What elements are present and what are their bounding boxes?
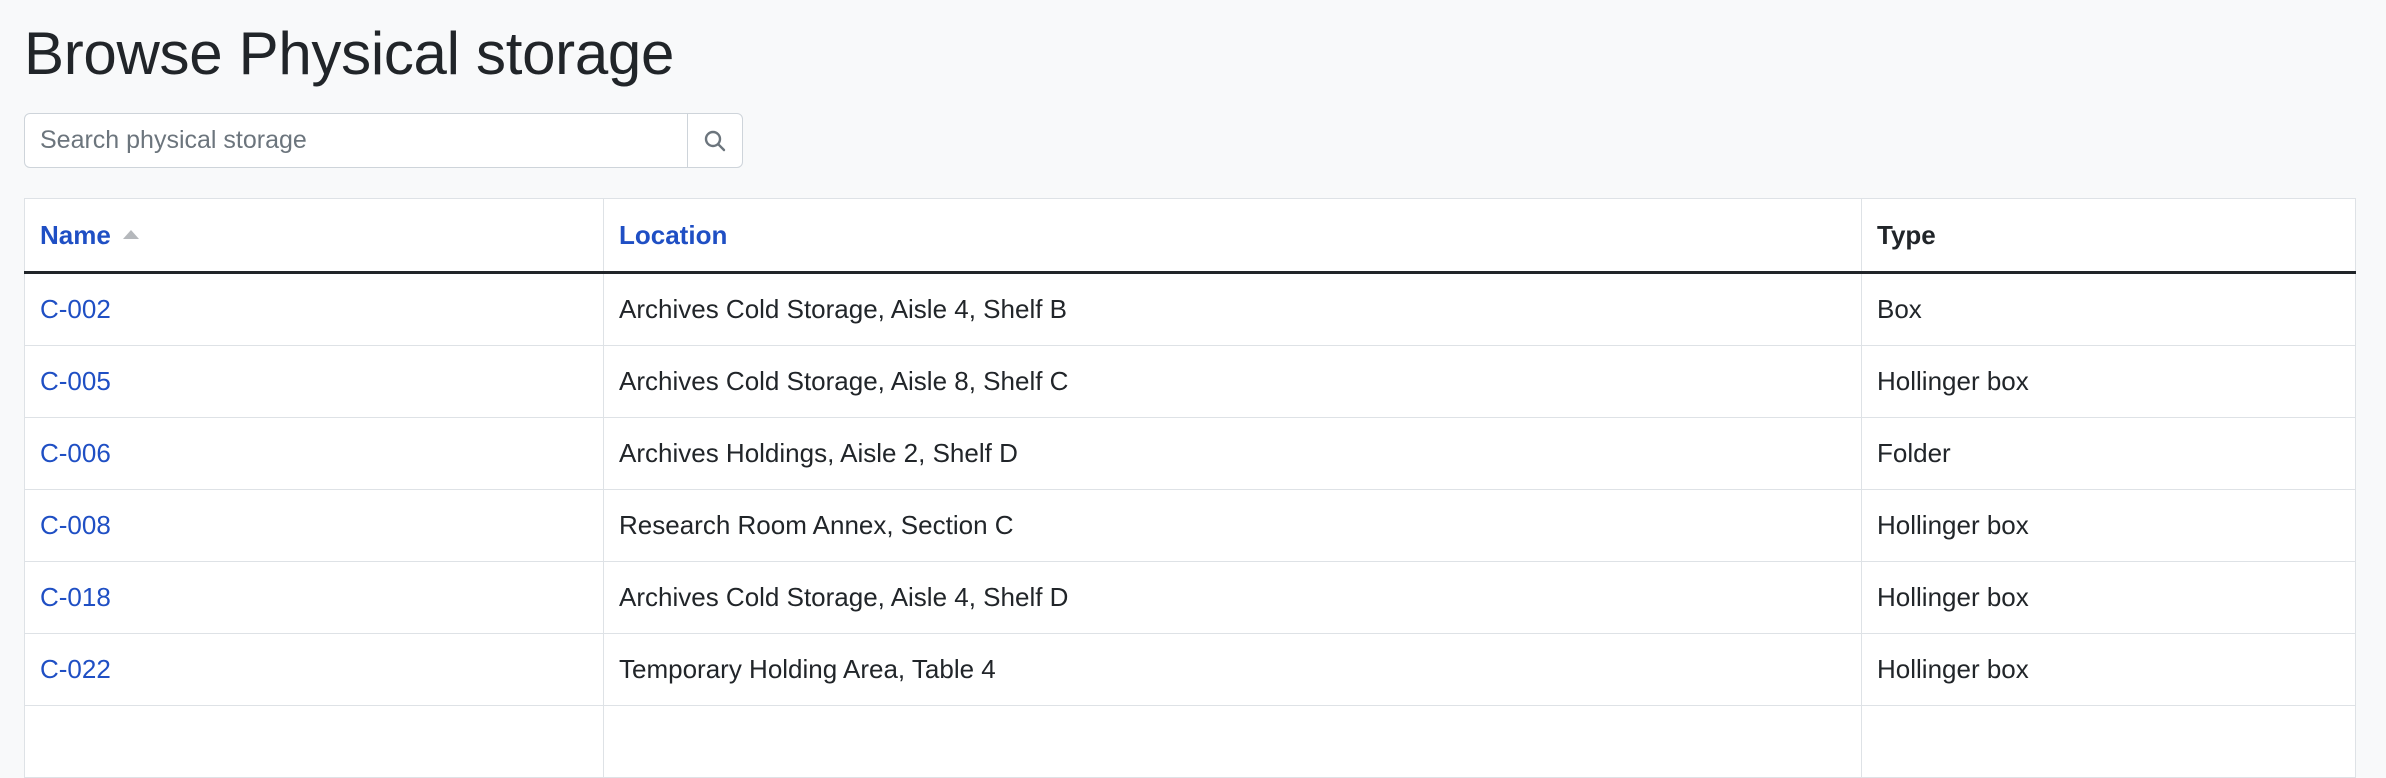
storage-name-link[interactable]: C-022: [40, 654, 111, 684]
storage-table: Name Location Type C-002 Archives Cold St…: [24, 198, 2356, 778]
column-header-location[interactable]: Location: [603, 198, 1862, 274]
cell-type: Folder: [1861, 417, 2356, 490]
table-row: C-002 Archives Cold Storage, Aisle 4, She…: [24, 272, 2356, 346]
cell-name: C-005: [24, 345, 604, 418]
table-row: [24, 705, 2356, 778]
cell-name: C-008: [24, 489, 604, 562]
column-header-name[interactable]: Name: [24, 198, 604, 274]
search-form: [24, 113, 743, 168]
cell-type: Hollinger box: [1861, 561, 2356, 634]
storage-name-link[interactable]: C-008: [40, 510, 111, 540]
cell-name: [24, 705, 604, 778]
cell-type: Hollinger box: [1861, 633, 2356, 706]
search-button[interactable]: [687, 114, 742, 167]
column-header-type: Type: [1861, 198, 2356, 274]
cell-type: [1861, 705, 2356, 778]
sort-ascending-icon: [122, 230, 139, 240]
cell-location: Archives Cold Storage, Aisle 8, Shelf C: [603, 345, 1862, 418]
cell-name: C-018: [24, 561, 604, 634]
sort-by-location-link[interactable]: Location: [619, 219, 728, 250]
page-title: Browse Physical storage: [24, 20, 675, 87]
search-icon: [704, 130, 726, 151]
storage-name-link[interactable]: C-002: [40, 294, 111, 324]
storage-name-link[interactable]: C-018: [40, 582, 111, 612]
cell-name: C-022: [24, 633, 604, 706]
table-row: C-008 Research Room Annex, Section C Holli…: [24, 489, 2356, 562]
sort-by-name-link[interactable]: Name: [40, 219, 111, 250]
cell-location: Archives Cold Storage, Aisle 4, Shelf D: [603, 561, 1862, 634]
table-row: C-006 Archives Holdings, Aisle 2, Shelf D…: [24, 417, 2356, 490]
storage-name-link[interactable]: C-005: [40, 366, 111, 396]
search-input[interactable]: [25, 114, 687, 167]
cell-name: C-006: [24, 417, 604, 490]
cell-type: Hollinger box: [1861, 345, 2356, 418]
cell-type: Box: [1861, 272, 2356, 346]
cell-name: C-002: [24, 272, 604, 346]
cell-location: Archives Cold Storage, Aisle 4, Shelf B: [603, 272, 1862, 346]
table-row: C-005 Archives Cold Storage, Aisle 8, She…: [24, 345, 2356, 418]
storage-name-link[interactable]: C-006: [40, 438, 111, 468]
cell-location: Research Room Annex, Section C: [603, 489, 1862, 562]
table-row: C-018 Archives Cold Storage, Aisle 4, She…: [24, 561, 2356, 634]
cell-location: Temporary Holding Area, Table 4: [603, 633, 1862, 706]
cell-location: [603, 705, 1862, 778]
table-header-row: Name Location Type: [24, 198, 2356, 274]
cell-location: Archives Holdings, Aisle 2, Shelf D: [603, 417, 1862, 490]
table-row: C-022 Temporary Holding Area, Table 4 Holl…: [24, 633, 2356, 706]
cell-type: Hollinger box: [1861, 489, 2356, 562]
